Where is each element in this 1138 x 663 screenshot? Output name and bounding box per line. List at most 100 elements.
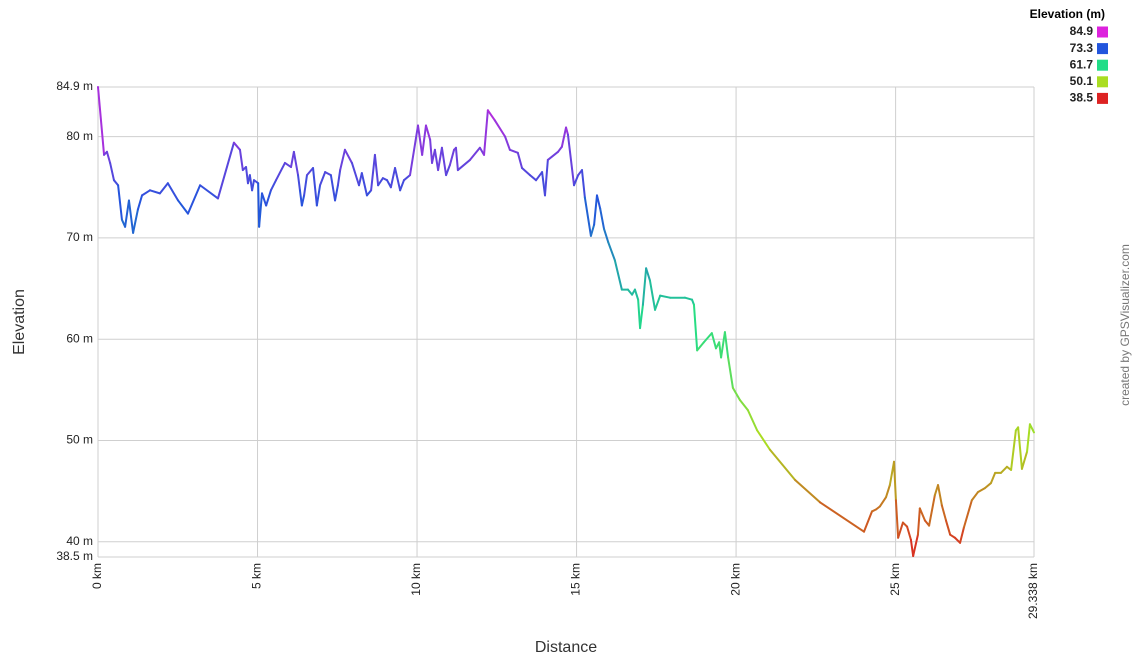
elevation-segment [508,148,519,154]
x-tick-label: 5 km [250,563,264,589]
elevation-segment [583,196,592,237]
elevation-segment [186,184,202,215]
elevation-segment [265,189,272,207]
x-tick-label: 29.338 km [1026,563,1040,619]
elevation-segment [429,138,434,164]
elevation-segment [613,259,623,291]
x-tick-label: 20 km [728,563,742,596]
elevation-segment [543,158,549,197]
legend-swatch [1097,59,1108,71]
elevation-segment [885,484,891,499]
elevation-segment [238,148,244,172]
credit: created by GPSVisualizer.com [1118,244,1132,406]
elevation-segment [560,126,568,148]
elevation-segment [945,519,952,536]
elevation-segment [916,507,921,536]
legend-value: 61.7 [1070,57,1094,71]
elevation-segment [1026,423,1031,453]
elevation-segment [573,174,580,187]
elevation-segment [645,267,651,282]
x-axis-title: Distance [535,639,597,656]
elevation-segment [738,398,749,412]
elevation-segment [402,174,412,182]
elevation-segment [127,199,135,234]
elevation-segment [633,288,640,301]
elevation-segment [292,150,300,177]
elevation-segment [399,179,405,192]
elevation-segment [105,150,112,164]
legend-value: 84.9 [1070,24,1094,38]
elevation-segment [283,161,293,169]
y-axis-title: Elevation [11,289,28,355]
elevation-segment [516,151,524,170]
elevation-segment [456,158,472,172]
elevation-segment [999,465,1008,474]
elevation-segment [141,189,152,197]
elevation-segment [424,124,432,141]
x-tick-label: 0 km [90,563,104,589]
y-tick-label: 80 m [66,129,93,143]
elevation-segment [117,184,123,221]
elevation-segment [350,161,360,187]
elevation-segment [109,161,115,182]
elevation-segment [112,179,120,187]
elevation-segment [469,146,481,161]
elevation-segment [768,448,797,482]
elevation-segment [373,153,380,187]
elevation-segment [607,240,616,262]
elevation-segment [528,174,538,182]
elevation-segment [251,179,256,192]
elevation-segment [566,133,576,187]
elevation-segment [486,109,496,122]
elevation-segment [654,294,662,311]
elevation-segment [166,182,180,202]
elevation-segment [702,332,713,344]
elevation-segment [336,169,342,187]
elevation-segment [324,171,332,177]
elevation-segment [970,491,979,502]
x-tick-label: 15 km [569,563,583,596]
elevation-segment [937,484,943,507]
legend-title: Elevation (m) [1030,7,1105,21]
elevation-segment [727,356,734,389]
elevation-segment [315,184,322,207]
elevation-segment [389,167,397,189]
elevation-segment [297,174,301,192]
legend-swatch [1097,76,1108,88]
elevation-segment [521,167,531,177]
elevation-segment [893,460,897,502]
elevation-segment [319,171,327,187]
x-tick-label: 25 km [888,563,902,596]
elevation-segment [989,471,997,485]
y-tick-label: 40 m [66,534,93,548]
legend-swatch [1097,43,1108,55]
elevation-segment [394,167,402,192]
elevation-segment [158,182,169,195]
legend-swatch [1097,92,1108,104]
elevation-segment [370,153,376,192]
elevation-segment [602,227,610,243]
elevation-segment [696,341,705,352]
elevation-segment [334,184,339,202]
elevation-segment [756,429,771,451]
elevation-segment [177,199,189,215]
elevation-segment [339,148,346,172]
elevation-segment [565,126,569,136]
elevation-segment [639,303,644,330]
elevation-segment [124,199,130,228]
elevation-segment [275,161,286,182]
elevation-segment [962,499,973,529]
elevation-segment [918,507,926,522]
elevation-segment [1028,423,1035,434]
elevation-segment [720,331,726,359]
y-tick-label: 70 m [66,230,93,244]
elevation-segment [303,174,308,197]
legend-value: 50.1 [1070,74,1094,88]
elevation-segment [136,194,144,211]
elevation-segment [723,331,730,359]
elevation-segment [433,148,440,172]
elevation-segment [659,294,672,299]
elevation-segment [595,194,602,210]
